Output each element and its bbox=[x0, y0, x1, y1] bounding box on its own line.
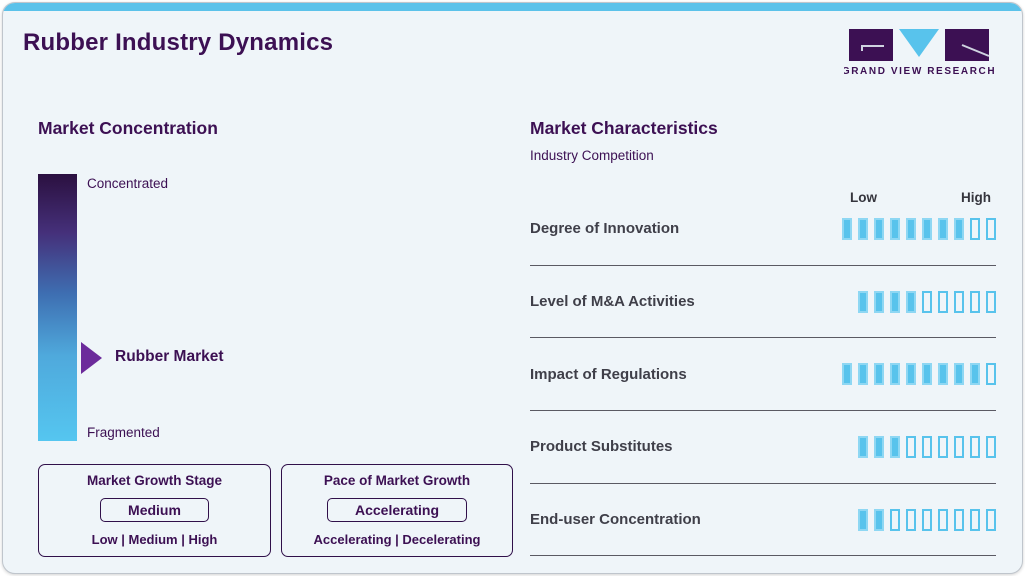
rating-segment-filled bbox=[858, 290, 868, 313]
rating-segment-empty bbox=[970, 435, 980, 458]
pace-of-growth-box: Pace of Market Growth Accelerating Accel… bbox=[281, 464, 513, 557]
rating-segment-filled bbox=[842, 217, 852, 240]
top-accent-bar bbox=[3, 3, 1022, 11]
rating-segment-filled bbox=[906, 290, 916, 313]
rating-segment-filled bbox=[874, 363, 884, 386]
rating-segment-filled bbox=[874, 217, 884, 240]
pace-options: Accelerating | Decelerating bbox=[313, 532, 481, 547]
characteristic-label: Impact of Regulations bbox=[530, 365, 687, 383]
rating-bar bbox=[858, 435, 996, 458]
axis-high-label: High bbox=[961, 190, 991, 205]
characteristic-row: End-user Concentration bbox=[530, 484, 996, 557]
rating-segment-empty bbox=[938, 508, 948, 531]
rating-segment-filled bbox=[890, 435, 900, 458]
rating-segment-empty bbox=[970, 217, 980, 240]
rating-segment-empty bbox=[922, 290, 932, 313]
market-characteristics-header: Market Characteristics Industry Competit… bbox=[530, 118, 996, 205]
rating-segment-filled bbox=[874, 290, 884, 313]
rating-segment-filled bbox=[874, 508, 884, 531]
rating-segment-empty bbox=[938, 435, 948, 458]
rating-segment-empty bbox=[986, 290, 996, 313]
growth-stage-value: Medium bbox=[100, 498, 209, 522]
rating-segment-empty bbox=[970, 290, 980, 313]
rating-bar bbox=[842, 217, 996, 240]
rating-segment-empty bbox=[986, 508, 996, 531]
rating-segment-empty bbox=[906, 435, 916, 458]
rating-segment-filled bbox=[842, 363, 852, 386]
rating-segment-empty bbox=[954, 508, 964, 531]
characteristic-label: Product Substitutes bbox=[530, 438, 673, 456]
rating-segment-filled bbox=[906, 217, 916, 240]
gvr-logo-text: GRAND VIEW RESEARCH bbox=[844, 66, 994, 77]
rating-segment-filled bbox=[858, 217, 868, 240]
rating-segment-filled bbox=[890, 363, 900, 386]
characteristic-row: Degree of Innovation bbox=[530, 193, 996, 266]
rating-segment-filled bbox=[954, 217, 964, 240]
characteristic-label: End-user Concentration bbox=[530, 511, 701, 529]
fragmented-label: Fragmented bbox=[87, 425, 160, 440]
characteristic-row: Product Substitutes bbox=[530, 411, 996, 484]
gvr-logo-mark: GRAND VIEW RESEARCH bbox=[842, 29, 995, 77]
rating-bar bbox=[858, 508, 996, 531]
market-growth-stage-box: Market Growth Stage Medium Low | Medium … bbox=[38, 464, 271, 557]
rating-segment-empty bbox=[986, 435, 996, 458]
rating-segment-empty bbox=[922, 435, 932, 458]
characteristic-label: Level of M&A Activities bbox=[530, 293, 695, 311]
industry-competition-subheading: Industry Competition bbox=[530, 148, 654, 163]
concentration-gradient-bar bbox=[38, 174, 77, 441]
rating-segment-filled bbox=[874, 435, 884, 458]
rating-segment-empty bbox=[954, 435, 964, 458]
rating-segment-filled bbox=[922, 217, 932, 240]
rating-bar bbox=[842, 363, 996, 386]
characteristic-label: Degree of Innovation bbox=[530, 220, 680, 238]
rating-segment-filled bbox=[890, 217, 900, 240]
characteristic-row: Level of M&A Activities bbox=[530, 266, 996, 339]
rating-segment-empty bbox=[922, 508, 932, 531]
growth-stage-title: Market Growth Stage bbox=[86, 473, 223, 488]
rating-segment-empty bbox=[986, 217, 996, 240]
rating-segment-filled bbox=[922, 363, 932, 386]
rating-segment-empty bbox=[954, 290, 964, 313]
rating-segment-empty bbox=[970, 508, 980, 531]
rating-segment-empty bbox=[986, 363, 996, 386]
rating-bar bbox=[858, 290, 996, 313]
rating-segment-filled bbox=[938, 217, 948, 240]
characteristics-rows: Degree of Innovation Level of M&A Activit… bbox=[530, 193, 996, 557]
rating-segment-empty bbox=[938, 290, 948, 313]
gvr-logo: GRAND VIEW RESEARCH bbox=[842, 25, 995, 77]
market-characteristics-heading: Market Characteristics bbox=[530, 118, 718, 138]
rating-segment-filled bbox=[858, 363, 868, 386]
concentrated-label: Concentrated bbox=[87, 176, 169, 191]
growth-stage-options: Low | Medium | High bbox=[91, 532, 218, 547]
rating-segment-filled bbox=[954, 363, 964, 386]
rating-segment-empty bbox=[890, 508, 900, 531]
axis-low-label: Low bbox=[850, 190, 877, 205]
market-position-label: Rubber Market bbox=[115, 348, 224, 366]
market-concentration-heading: Market Concentration bbox=[38, 118, 218, 138]
rating-segment-empty bbox=[906, 508, 916, 531]
rating-segment-filled bbox=[858, 508, 868, 531]
characteristic-row: Impact of Regulations bbox=[530, 338, 996, 412]
rating-segment-filled bbox=[906, 363, 916, 386]
page-title: Rubber Industry Dynamics bbox=[23, 29, 334, 56]
rating-segment-filled bbox=[858, 435, 868, 458]
rating-segment-filled bbox=[890, 290, 900, 313]
rating-segment-filled bbox=[970, 363, 980, 386]
pace-title: Pace of Market Growth bbox=[323, 473, 471, 488]
pace-value: Accelerating bbox=[326, 498, 468, 522]
market-position-arrow-icon bbox=[81, 342, 102, 375]
rating-segment-filled bbox=[938, 363, 948, 386]
